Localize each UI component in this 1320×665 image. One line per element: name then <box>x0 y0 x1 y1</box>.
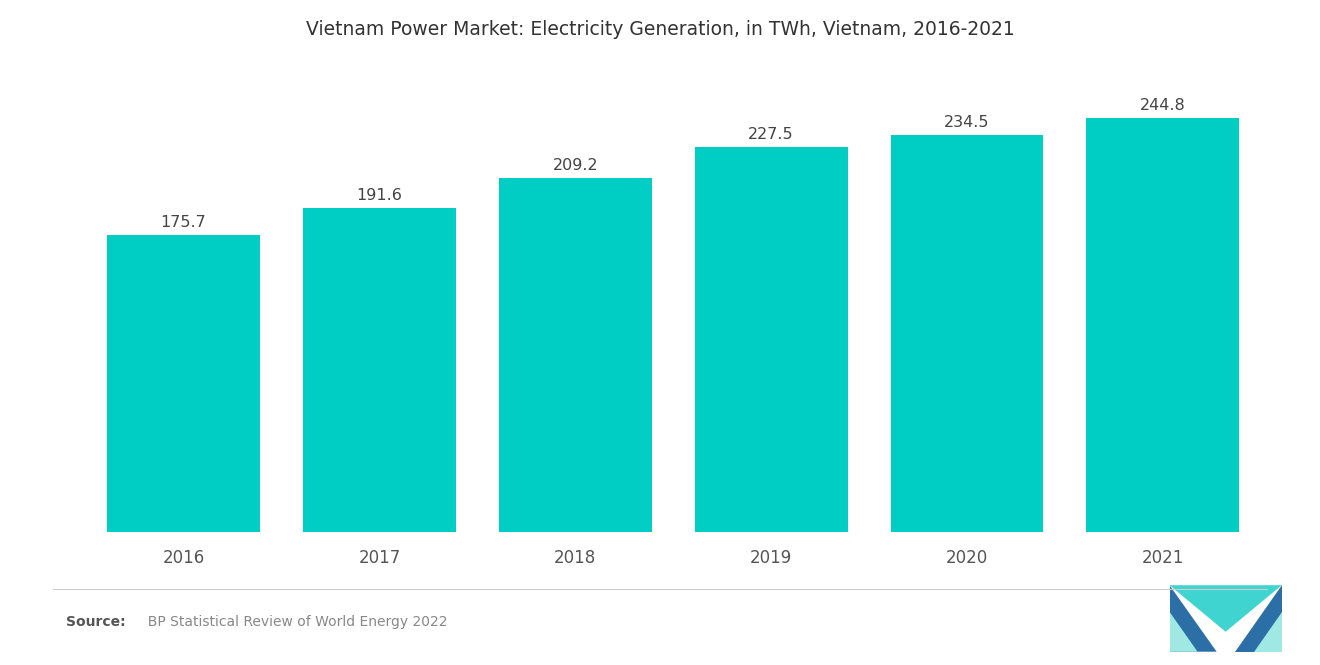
Bar <box>891 135 1043 532</box>
Text: 175.7: 175.7 <box>161 215 206 229</box>
Text: 234.5: 234.5 <box>944 115 990 130</box>
Bar <box>499 178 652 532</box>
Text: 209.2: 209.2 <box>553 158 598 173</box>
Bar <box>304 207 455 532</box>
Text: 191.6: 191.6 <box>356 188 403 203</box>
Text: Vietnam Power Market: Electricity Generation, in TWh, Vietnam, 2016-2021: Vietnam Power Market: Electricity Genera… <box>306 20 1014 39</box>
Bar <box>107 235 260 532</box>
Text: 227.5: 227.5 <box>748 127 793 142</box>
Text: Source:: Source: <box>66 614 125 629</box>
Text: BP Statistical Review of World Energy 2022: BP Statistical Review of World Energy 20… <box>139 614 447 629</box>
Bar <box>1086 118 1239 532</box>
Bar <box>694 147 847 532</box>
Text: 244.8: 244.8 <box>1140 98 1185 112</box>
